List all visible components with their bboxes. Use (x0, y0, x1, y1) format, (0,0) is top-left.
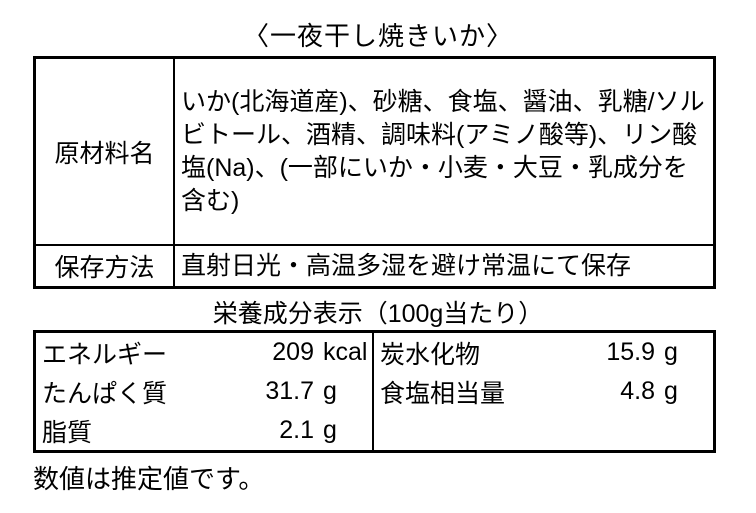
nutrition-facts-heading: 栄養成分表示（100g当たり） (212, 300, 544, 328)
nutrient-value: 31.7 (265, 377, 314, 405)
storage-row-label: 保存方法 (36, 246, 175, 286)
nutrient-name: たんぱく質 (42, 379, 168, 408)
nutrient-unit: g (664, 338, 678, 366)
ingredient-storage-table: 原材料名 いか(北海道産)、砂糖、食塩、醤油、乳糖/ソルビトール、酒精、調味料(… (33, 56, 716, 289)
nutrition-row-protein: たんぱく質 31.7 g (36, 372, 372, 411)
nutrient-unit: g (664, 377, 678, 405)
nutrition-facts-table: エネルギー 209 kcal たんぱく質 31.7 g 脂質 2.1 g 炭水化… (33, 330, 716, 453)
ingredients-row-label: 原材料名 (36, 59, 175, 246)
nutrition-left-column: エネルギー 209 kcal たんぱく質 31.7 g 脂質 2.1 g (36, 333, 374, 450)
nutrition-row-salt: 食塩相当量 4.8 g (374, 372, 713, 411)
estimate-disclaimer-note: 数値は推定値です。 (33, 464, 265, 494)
nutrient-unit: g (323, 377, 337, 405)
nutrition-row-carbohydrate: 炭水化物 15.9 g (374, 333, 713, 372)
nutrient-unit: g (323, 416, 337, 444)
nutrient-value: 209 (272, 338, 314, 366)
nutrition-row-energy: エネルギー 209 kcal (36, 333, 372, 372)
product-title: 〈一夜干し焼きいか〉 (242, 21, 513, 51)
nutrient-name: エネルギー (42, 340, 168, 369)
nutrient-unit: kcal (323, 338, 368, 366)
ingredients-row-value: いか(北海道産)、砂糖、食塩、醤油、乳糖/ソルビトール、酒精、調味料(アミノ酸等… (175, 59, 713, 246)
nutrition-right-column: 炭水化物 15.9 g 食塩相当量 4.8 g (374, 333, 713, 450)
nutrient-value: 15.9 (606, 338, 655, 366)
nutrient-value: 4.8 (620, 377, 655, 405)
nutrient-name: 食塩相当量 (380, 379, 506, 408)
nutrient-name: 炭水化物 (380, 340, 481, 369)
storage-row-value: 直射日光・高温多湿を避け常温にて保存 (181, 251, 632, 280)
nutrient-value: 2.1 (279, 416, 314, 444)
nutrient-name: 脂質 (42, 418, 93, 447)
nutrition-row-fat: 脂質 2.1 g (36, 411, 372, 450)
